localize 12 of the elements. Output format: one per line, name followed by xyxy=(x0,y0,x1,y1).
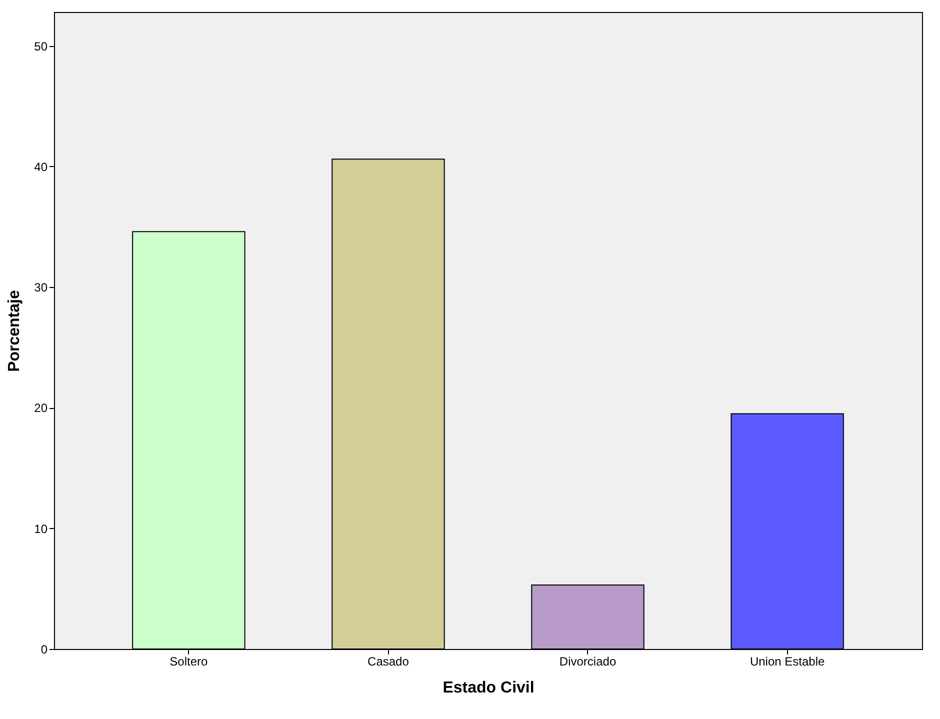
y-tick-label: 40 xyxy=(34,160,48,174)
x-axis-title: Estado Civil xyxy=(442,680,534,696)
x-tick-label: Casado xyxy=(368,654,410,668)
y-tick-label: 50 xyxy=(34,39,48,54)
x-tick-label: Union Estable xyxy=(750,654,825,668)
y-tick-label: 10 xyxy=(34,522,48,536)
y-axis-title: Porcentaje xyxy=(6,290,24,372)
y-tick-label: 0 xyxy=(40,642,48,656)
y-tick-label: 20 xyxy=(34,401,48,416)
x-tick-label: Soltero xyxy=(170,654,208,668)
y-tick-label: 30 xyxy=(34,280,48,295)
x-tick-label: Divorciado xyxy=(559,654,616,668)
